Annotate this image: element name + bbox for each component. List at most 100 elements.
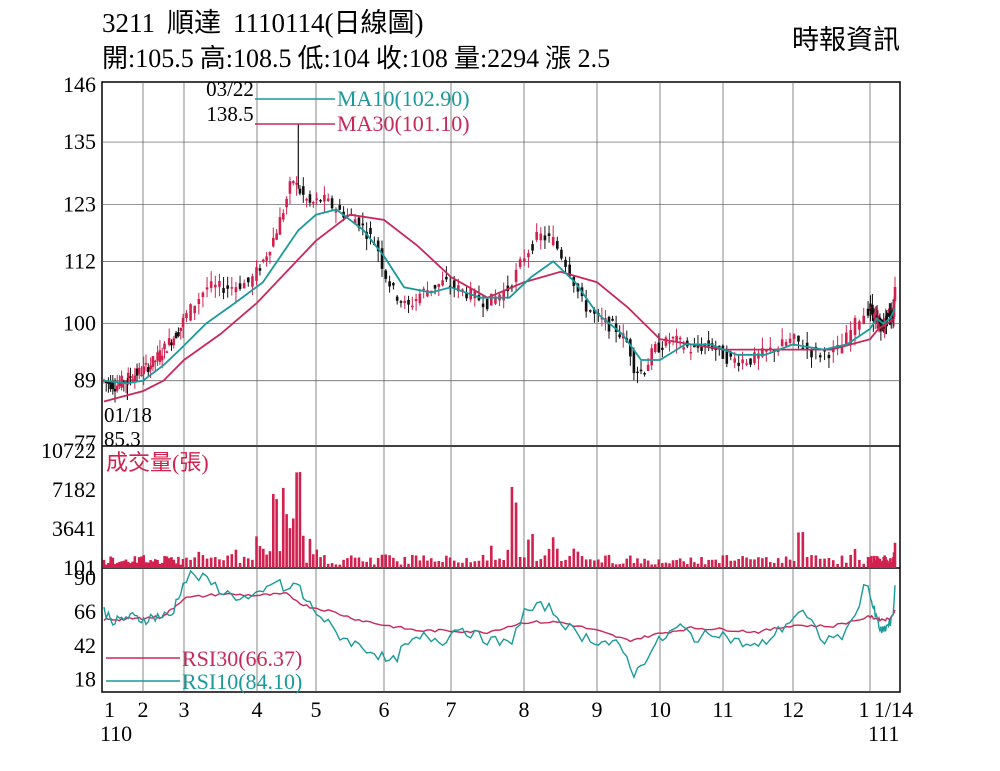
candle-body (693, 345, 696, 348)
volume-bar (643, 558, 646, 568)
stock-code: 3211 (102, 8, 155, 38)
volume-bar (535, 560, 538, 568)
candle-body (384, 270, 388, 279)
candle-body (285, 198, 288, 208)
volume-bar (102, 559, 106, 568)
volume-bar (298, 472, 302, 568)
volume-bar (142, 555, 145, 568)
volume-bar (584, 559, 588, 568)
candle-body (177, 332, 180, 337)
candle-body (120, 375, 123, 388)
volume-bar (576, 551, 580, 568)
volume-bar (452, 560, 456, 568)
chart-title: 3211 順達 1110114(日線圖) (102, 8, 435, 38)
volume-bar (167, 558, 171, 568)
candle-body (514, 269, 518, 282)
candle-body (261, 259, 265, 262)
candle-body (661, 347, 664, 350)
candle-body (185, 313, 188, 319)
candle-body (251, 276, 254, 287)
candle-body (780, 339, 784, 347)
volume-bar (118, 561, 121, 568)
volume-bar (597, 559, 600, 568)
volume-bar (514, 502, 518, 568)
candle-body (749, 358, 752, 365)
volume-bar (696, 563, 700, 568)
volume-bar (288, 528, 292, 568)
candle-body (265, 256, 268, 261)
volume-bar (357, 557, 361, 568)
annotation-high-date: 03/22 (206, 77, 254, 101)
low-price: 低:104 (297, 44, 370, 73)
rsi-tick-label: 90 (74, 565, 96, 590)
volume-bar (365, 561, 368, 568)
volume-bar (285, 514, 288, 568)
volume-bar (473, 561, 477, 568)
volume-bar (346, 558, 349, 568)
volume-bar (437, 560, 441, 568)
candle-body (629, 339, 632, 357)
volume-bar (836, 563, 839, 568)
volume-bar (238, 562, 242, 568)
candle-body (678, 337, 682, 340)
volume-bar (678, 558, 682, 568)
volume-bar (780, 562, 784, 568)
candle-body (664, 337, 668, 346)
volume-bar (338, 564, 342, 568)
candle-body (729, 351, 733, 357)
x-tick-label: 1 (104, 697, 115, 722)
volume-bar (380, 554, 384, 568)
volume-tick-label: 3641 (52, 516, 96, 541)
candle-body (129, 376, 132, 378)
candle-body (172, 338, 176, 346)
candle-body (142, 366, 145, 375)
x-tick-label: 7 (446, 697, 457, 722)
candle-body (885, 315, 888, 325)
volume-bar (801, 532, 805, 568)
volume-bar (144, 562, 148, 568)
volume-bar (193, 557, 196, 568)
candle-body (113, 388, 117, 392)
candle-body (230, 287, 234, 289)
x-tick-label: 1/14 (874, 697, 913, 722)
volume-bar (414, 555, 418, 568)
volume-bar (671, 560, 675, 568)
candle-body (174, 332, 178, 339)
high-price: 高:108.5 (199, 44, 292, 73)
volume-bar (718, 563, 721, 568)
volume-tick-label: 10722 (41, 438, 96, 463)
candle-body (657, 342, 661, 353)
candle-body (109, 380, 112, 390)
candle-body (305, 199, 308, 201)
candle-body (422, 288, 425, 291)
x-year-label-end: 111 (868, 721, 899, 746)
volume-bar (218, 559, 221, 568)
candle-body (452, 280, 456, 289)
candle-body (858, 321, 861, 330)
volume-bar (600, 562, 604, 568)
volume-bar (234, 549, 238, 568)
volume-bar (878, 558, 882, 568)
volume-bar (614, 564, 618, 568)
volume-bar (646, 560, 650, 568)
candle-body (668, 342, 671, 344)
volume-bar (827, 558, 831, 568)
candle-body (689, 351, 693, 354)
candle-body (361, 223, 365, 226)
volume-bar (588, 559, 592, 568)
candle-body (523, 258, 526, 263)
candle-body (242, 283, 246, 289)
candle-body (140, 374, 143, 377)
volume-bar (349, 555, 353, 568)
volume-bar (604, 555, 607, 568)
candle-body (133, 375, 137, 382)
x-tick-label: 4 (252, 697, 263, 722)
candle-body (403, 300, 407, 303)
volume-bar (639, 563, 643, 568)
candle-body (893, 286, 897, 302)
candle-body (181, 317, 185, 328)
candle-body (135, 368, 139, 376)
price-summary: 開:105.5 高:108.5 低:104 收:108 量:2294 漲 2.5 (102, 44, 616, 74)
candle-body (222, 288, 225, 293)
candle-body (588, 310, 592, 312)
